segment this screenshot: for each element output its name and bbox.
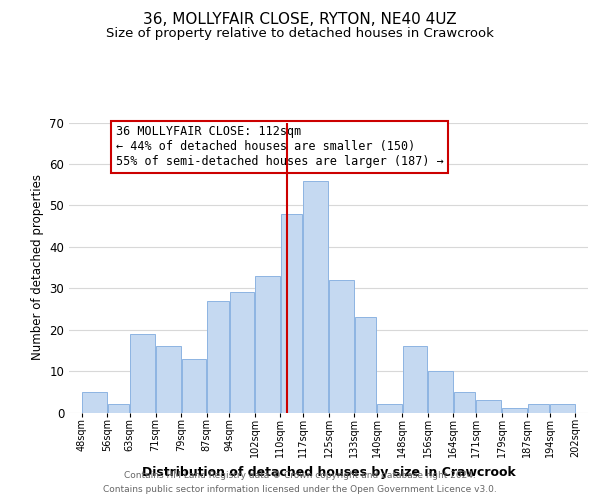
Bar [355,317,376,412]
Bar [156,346,181,412]
X-axis label: Distribution of detached houses by size in Crawcrook: Distribution of detached houses by size … [142,466,515,479]
Bar [281,214,302,412]
Text: 36, MOLLYFAIR CLOSE, RYTON, NE40 4UZ: 36, MOLLYFAIR CLOSE, RYTON, NE40 4UZ [143,12,457,28]
Bar [255,276,280,412]
Text: 36 MOLLYFAIR CLOSE: 112sqm
← 44% of detached houses are smaller (150)
55% of sem: 36 MOLLYFAIR CLOSE: 112sqm ← 44% of deta… [116,126,443,168]
Bar [207,300,229,412]
Y-axis label: Number of detached properties: Number of detached properties [31,174,44,360]
Bar [82,392,107,412]
Bar [329,280,353,412]
Bar [527,404,549,412]
Bar [230,292,254,412]
Bar [502,408,527,412]
Text: Size of property relative to detached houses in Crawcrook: Size of property relative to detached ho… [106,28,494,40]
Bar [182,358,206,412]
Bar [428,371,453,412]
Text: Contains public sector information licensed under the Open Government Licence v3: Contains public sector information licen… [103,484,497,494]
Bar [550,404,575,412]
Bar [403,346,427,412]
Bar [454,392,475,412]
Bar [130,334,155,412]
Bar [108,404,130,412]
Bar [377,404,402,412]
Text: Contains HM Land Registry data © Crown copyright and database right 2024.: Contains HM Land Registry data © Crown c… [124,472,476,480]
Bar [476,400,501,412]
Bar [304,180,328,412]
